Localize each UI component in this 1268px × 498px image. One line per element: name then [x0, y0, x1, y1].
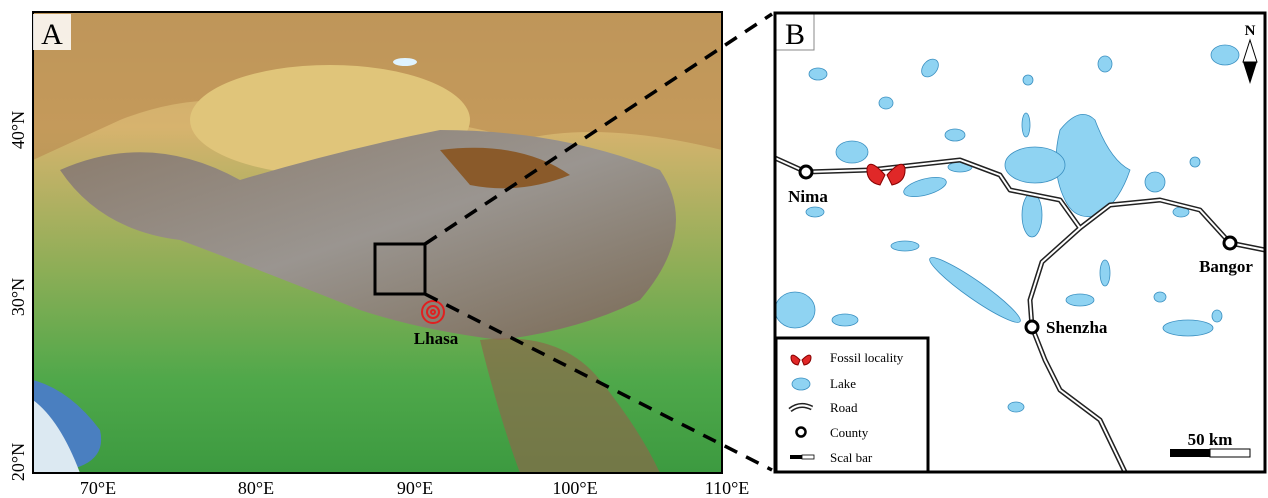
- lake: [945, 129, 965, 141]
- county-label: Shenzha: [1046, 318, 1108, 337]
- lake: [1098, 56, 1112, 72]
- lake: [836, 141, 868, 163]
- lon-label: 90°E: [397, 478, 433, 498]
- lon-label: 110°E: [705, 478, 750, 498]
- legend-label: Lake: [830, 376, 856, 391]
- lat-label: 30°N: [8, 278, 28, 316]
- lake: [1211, 45, 1239, 65]
- lat-label: 20°N: [8, 443, 28, 481]
- panel-b: Nima Bangor Shenzha N 50 km Fossil local…: [775, 13, 1265, 472]
- legend-label: Scal bar: [830, 450, 873, 465]
- lake: [809, 68, 827, 80]
- map-shape: [797, 428, 806, 437]
- scale-label: 50 km: [1188, 430, 1233, 449]
- lake: [1154, 292, 1166, 302]
- lake: [792, 378, 810, 390]
- lake: [1022, 113, 1030, 137]
- lake: [1023, 75, 1033, 85]
- lake-a: [393, 58, 417, 66]
- lake: [775, 292, 815, 328]
- scale-bar: [1170, 449, 1210, 457]
- lake: [1145, 172, 1165, 192]
- lake: [891, 241, 919, 251]
- county: [800, 166, 812, 178]
- lon-label: 70°E: [80, 478, 116, 498]
- lake: [1100, 260, 1110, 286]
- lake: [1066, 294, 1094, 306]
- legend-label: Fossil locality: [830, 350, 904, 365]
- county: [1224, 237, 1236, 249]
- lake: [832, 314, 858, 326]
- county: [1026, 321, 1038, 333]
- lon-label: 100°E: [552, 478, 597, 498]
- lake: [1008, 402, 1024, 412]
- lake: [1163, 320, 1213, 336]
- lake: [806, 207, 824, 217]
- map-shape: [790, 455, 802, 459]
- map-shape: [802, 455, 814, 459]
- legend-label: Road: [830, 400, 858, 415]
- county-label: Bangor: [1199, 257, 1253, 276]
- county-label: Nima: [788, 187, 828, 206]
- lake: [1212, 310, 1222, 322]
- legend-label: County: [830, 425, 869, 440]
- lake: [879, 97, 893, 109]
- lake: [1022, 193, 1042, 237]
- place-label: Lhasa: [414, 329, 459, 348]
- lake: [1005, 147, 1065, 183]
- lake: [1190, 157, 1200, 167]
- panel-label: A: [41, 18, 63, 51]
- panel-label: B: [785, 18, 805, 51]
- scale-bar: [1210, 449, 1250, 457]
- lat-label: 40°N: [8, 111, 28, 149]
- lon-label: 80°E: [238, 478, 274, 498]
- north-label: N: [1245, 23, 1256, 39]
- figure: A Lhasa 40°N 30°N 20°N 70°E 80°E 90°E 10…: [0, 0, 1268, 498]
